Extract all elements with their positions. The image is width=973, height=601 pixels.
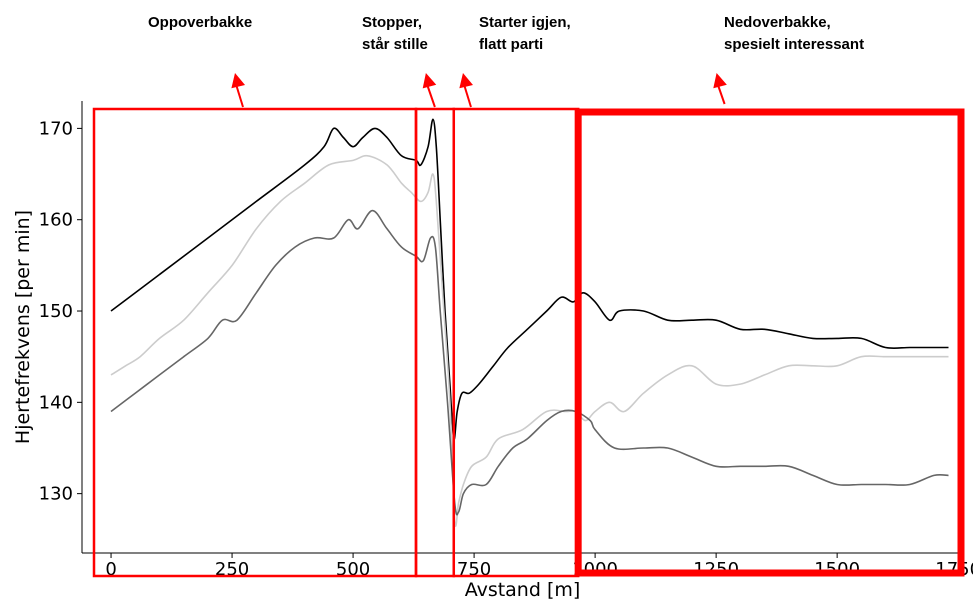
y-tick-label: 130: [39, 484, 73, 505]
annotation-label-stopper: står stille: [362, 36, 428, 53]
annotation-label-nedoverbakke: spesielt interessant: [724, 36, 864, 53]
arrow-head-starter: [459, 73, 473, 89]
region-box-starter: [452, 107, 580, 578]
arrow-head-nedoverbakke: [713, 73, 727, 89]
series-line-1: [110, 118, 949, 441]
y-tick-label: 140: [39, 392, 73, 413]
annotation-label-oppoverbakke: Oppoverbakke: [148, 14, 252, 31]
annotation-regions: [92, 73, 965, 578]
arrow-head-stopper: [422, 73, 437, 89]
region-box-stopper: [414, 107, 456, 578]
y-tick-label: 150: [39, 301, 73, 322]
series-line-2: [110, 154, 949, 527]
x-tick-label: 0: [105, 559, 116, 580]
x-axis-title: Avstand [m]: [465, 579, 581, 601]
plot-lines: [110, 118, 949, 527]
region-box-oppoverbakke: [92, 107, 418, 578]
y-axis-ticks: 130 140 150 160 170: [39, 118, 82, 505]
annotation-label-nedoverbakke: Nedoverbakke,: [724, 14, 831, 31]
annotation-label-stopper: Stopper,: [362, 14, 422, 31]
annotation-labels: Oppoverbakke Stopper, står stille Starter i…: [148, 14, 864, 53]
annotation-label-starter: flatt parti: [479, 36, 543, 53]
series-line-3: [110, 209, 949, 516]
arrow-head-oppoverbakke: [231, 73, 246, 89]
axes: [81, 101, 963, 554]
region-box-nedoverbakke: [574, 108, 965, 577]
y-tick-label: 170: [39, 118, 73, 139]
y-axis-title: Hjertefrekvens [per min]: [12, 210, 34, 444]
annotation-label-starter: Starter igjen,: [479, 14, 571, 31]
y-tick-label: 160: [39, 210, 73, 231]
